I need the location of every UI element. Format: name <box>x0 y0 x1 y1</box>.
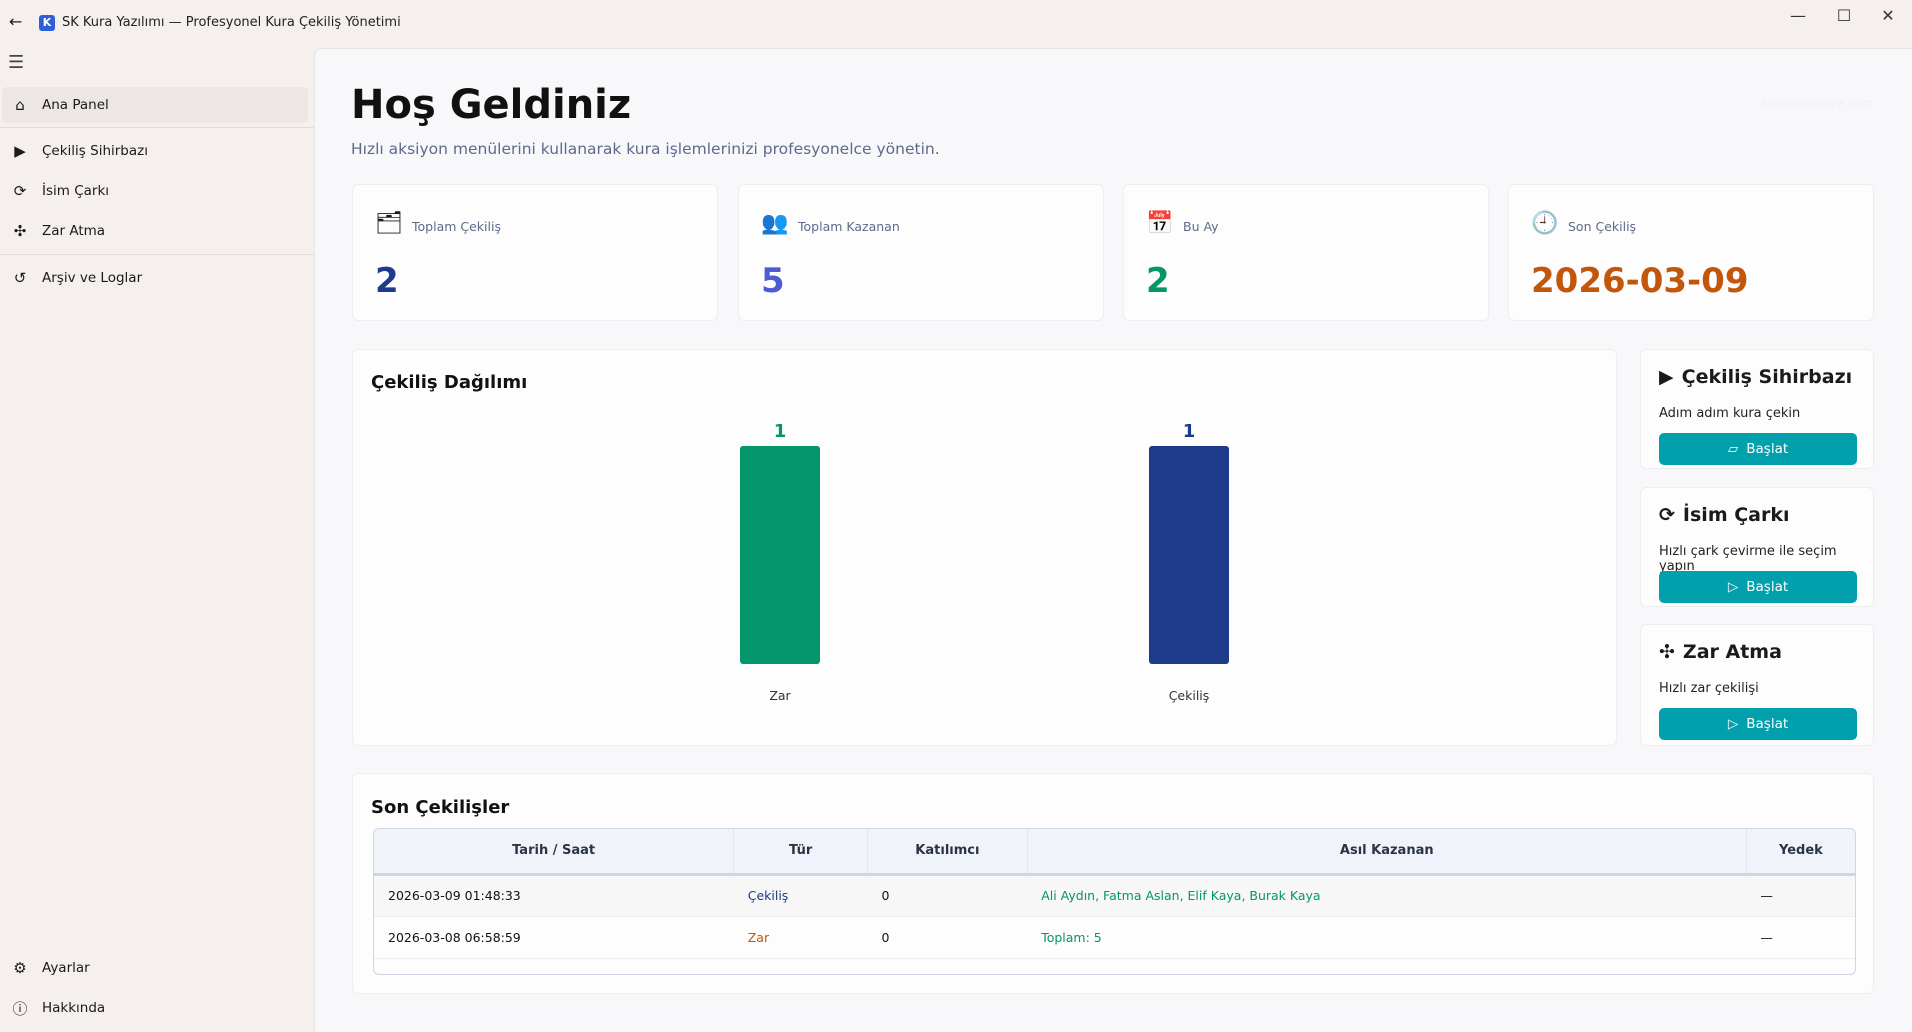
table-row[interactable]: 2026-03-09 01:48:33 Çekiliş 0 Ali Aydın,… <box>374 874 1855 917</box>
back-icon[interactable]: ← <box>9 12 23 31</box>
bar-1 <box>1149 446 1229 664</box>
sidebar-item-label: Hakkında <box>42 1000 106 1016</box>
recent-draws-table: Tarih / Saat Tür Katılımcı Asıl Kazanan … <box>373 828 1856 975</box>
sidebar-item-label: Çekiliş Sihirbazı <box>42 143 148 159</box>
button-label: Başlat <box>1746 716 1789 732</box>
recent-draws-card: Son Çekilişler Tarih / Saat Tür Katılımc… <box>352 773 1874 994</box>
action-card-zar-atma: ✣ Zar Atma Hızlı zar çekilişi ▷ Başlat <box>1640 624 1874 746</box>
play-icon: ▶ <box>1659 366 1674 388</box>
sidebar-item-zar-atma[interactable]: ✣ Zar Atma <box>2 213 308 249</box>
cell-winner: Toplam: 5 <box>1027 916 1747 959</box>
menu-icon[interactable]: ☰ <box>8 52 25 73</box>
column-header[interactable]: Katılımcı <box>867 829 1028 876</box>
divider <box>0 127 314 128</box>
cell-backup: — <box>1746 916 1855 959</box>
stat-value: 2 <box>375 261 399 301</box>
minimize-button[interactable]: — <box>1790 6 1806 25</box>
bar-value-label: 1 <box>1182 421 1196 442</box>
cell-type: Zar <box>733 916 868 959</box>
calendar-icon: 📅 <box>1146 211 1174 236</box>
gear-icon: ⚙ <box>13 959 27 977</box>
page-title: Hoş Geldiniz <box>351 82 632 128</box>
people-icon: 👥 <box>761 211 789 236</box>
stat-label: Toplam Çekiliş <box>412 219 501 234</box>
button-label: Başlat <box>1746 579 1789 595</box>
refresh-icon: ⟳ <box>13 182 27 200</box>
chart-title: Çekiliş Dağılımı <box>371 372 528 393</box>
action-description: Hızlı zar çekilişi <box>1659 681 1759 696</box>
home-icon: ⌂ <box>15 96 25 114</box>
column-header[interactable]: Yedek <box>1746 829 1855 876</box>
category-label: Zar <box>769 688 791 703</box>
cell-participants: 0 <box>867 874 1028 917</box>
sidebar-item-isim-carki[interactable]: ⟳ İsim Çarkı <box>2 173 308 209</box>
action-description: Adım adım kura çekin <box>1659 406 1801 421</box>
history-icon: 🕘 <box>1531 211 1559 236</box>
play-icon: ▷ <box>1727 579 1739 595</box>
start-button[interactable]: ▷ Başlat <box>1659 571 1857 603</box>
stat-value: 5 <box>761 261 785 301</box>
column-header[interactable]: Tür <box>733 829 869 876</box>
dice-icon: ✣ <box>13 222 27 240</box>
bar-value-label: 1 <box>773 421 787 442</box>
start-button[interactable]: ▷ Başlat <box>1659 708 1857 740</box>
sidebar-item-label: İsim Çarkı <box>42 183 110 199</box>
stat-value: 2 <box>1146 261 1170 301</box>
play-icon: ▷ <box>1727 716 1739 732</box>
cell-backup: — <box>1746 874 1855 917</box>
cell-participants: 0 <box>867 916 1028 959</box>
stat-label: Toplam Kazanan <box>798 219 900 234</box>
cell-date: 2026-03-09 01:48:33 <box>374 874 734 917</box>
title-bar: ← K SK Kura Yazılımı — Profesyonel Kura … <box>0 0 1912 48</box>
category-label: Çekiliş <box>1168 688 1210 703</box>
stat-card-son-cekilis: 🕘 Son Çekiliş 2026-03-09 <box>1508 184 1874 321</box>
cell-winner: Ali Aydın, Fatma Aslan, Elif Kaya, Burak… <box>1027 874 1747 917</box>
sidebar-item-label: Ayarlar <box>42 960 90 976</box>
action-title: Çekiliş Sihirbazı <box>1681 366 1853 388</box>
maximize-button[interactable]: ☐ <box>1836 6 1852 25</box>
close-button[interactable]: ✕ <box>1881 6 1895 25</box>
stat-label: Bu Ay <box>1183 219 1219 234</box>
action-card-cekilis-sihirbazi: ▶ Çekiliş Sihirbazı Adım adım kura çekin … <box>1640 349 1874 469</box>
column-header[interactable]: Asıl Kazanan <box>1027 829 1747 876</box>
refresh-icon: ⟳ <box>1659 504 1675 526</box>
certificate-icon: 🗂 <box>375 211 403 236</box>
action-description: Hızlı çark çevirme ile seçim yapın <box>1659 544 1837 574</box>
action-title: Zar Atma <box>1682 641 1782 663</box>
sidebar-item-arsiv[interactable]: ↺ Arşiv ve Loglar <box>2 260 308 296</box>
sidebar-item-ayarlar[interactable]: ⚙ Ayarlar <box>2 950 308 986</box>
bar-0 <box>740 446 820 664</box>
window-title: SK Kura Yazılımı — Profesyonel Kura Çeki… <box>62 15 401 30</box>
stat-card-toplam-kazanan: 👥 Toplam Kazanan 5 <box>738 184 1104 321</box>
stat-value: 2026-03-09 <box>1531 261 1749 301</box>
button-label: Başlat <box>1746 441 1789 457</box>
stat-label: Son Çekiliş <box>1568 219 1637 234</box>
history-icon: ↺ <box>13 269 27 287</box>
column-header[interactable]: Tarih / Saat <box>374 829 735 876</box>
chart-card: Çekiliş Dağılımı 1 Zar 1 Çekiliş <box>352 349 1617 746</box>
note-icon: ▱ <box>1727 441 1739 457</box>
sidebar-item-hakkinda[interactable]: ⓘ Hakkında <box>2 990 308 1026</box>
start-button[interactable]: ▱ Başlat <box>1659 433 1857 465</box>
play-icon: ▶ <box>14 142 26 160</box>
sidebar-item-label: Ana Panel <box>42 97 109 113</box>
sidebar-item-label: Arşiv ve Loglar <box>42 270 143 286</box>
stat-card-toplam-cekilis: 🗂 Toplam Çekiliş 2 <box>352 184 718 321</box>
cell-date: 2026-03-08 06:58:59 <box>374 916 734 959</box>
watermark: sonercreative.com <box>1762 96 1874 110</box>
table-row[interactable]: 2026-03-08 06:58:59 Zar 0 Toplam: 5 — <box>374 916 1855 959</box>
divider <box>0 254 314 255</box>
page-subtitle: Hızlı aksiyon menülerini kullanarak kura… <box>351 140 940 158</box>
action-card-isim-carki: ⟳ İsim Çarkı Hızlı çark çevirme ile seçim… <box>1640 487 1874 607</box>
info-icon: ⓘ <box>12 999 28 1018</box>
cell-type: Çekiliş <box>733 874 868 917</box>
dice-icon: ✣ <box>1659 641 1675 663</box>
section-title: Son Çekilişler <box>371 797 510 818</box>
action-title: İsim Çarkı <box>1682 504 1790 526</box>
stat-card-bu-ay: 📅 Bu Ay 2 <box>1123 184 1489 321</box>
sidebar-item-cekilis-sihirbazi[interactable]: ▶ Çekiliş Sihirbazı <box>2 133 308 169</box>
sidebar-item-ana-panel[interactable]: ⌂ Ana Panel <box>2 87 308 123</box>
app-icon: K <box>39 15 55 31</box>
sidebar-item-label: Zar Atma <box>42 223 106 239</box>
